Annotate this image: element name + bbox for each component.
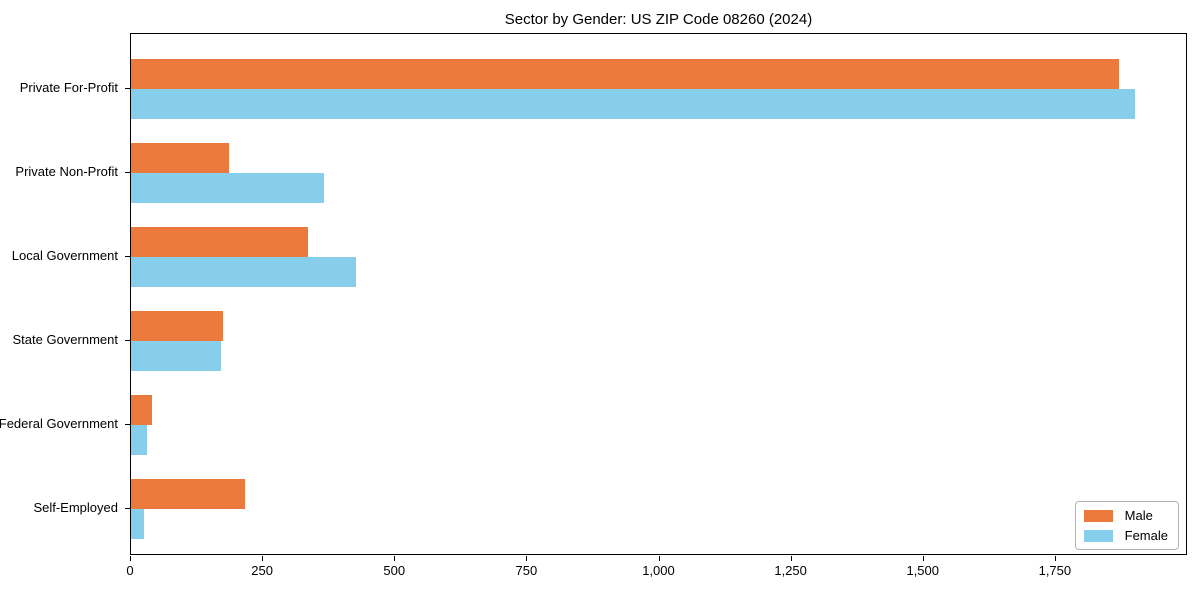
x-tick-mark [1054, 556, 1056, 561]
x-tick-mark [922, 556, 924, 561]
bar-male-local-government [131, 227, 309, 257]
bar-male-self-employed [131, 479, 245, 509]
y-category-label: Self-Employed [33, 500, 118, 515]
x-tick-mark [262, 556, 264, 561]
legend-swatch-female [1083, 529, 1113, 542]
x-tick-label: 0 [126, 563, 134, 578]
x-tick-label: 1,250 [774, 563, 807, 578]
y-category-label: Private For-Profit [19, 80, 118, 95]
x-tick-mark [394, 556, 396, 561]
legend-label: Male [1124, 508, 1153, 523]
x-tick-label: 750 [515, 563, 538, 578]
x-tick-label: 250 [251, 563, 273, 578]
bar-male-federal-government [131, 395, 153, 425]
y-axis: Private For-Profit Private Non-Profit Loca… [0, 33, 130, 555]
x-axis: 0 250 500 750 1,000 1,250 1,500 1,750 [126, 556, 1187, 586]
bar-male-private-non-profit [131, 143, 229, 173]
bar-female-private-for-profit [131, 89, 1136, 119]
plot-area: Male Female [130, 33, 1187, 555]
x-tick-label: 1,000 [642, 563, 675, 578]
y-tick-mark [125, 340, 130, 341]
bar-female-self-employed [131, 509, 145, 539]
y-tick-mark [125, 508, 130, 509]
legend: Male Female [1074, 501, 1179, 550]
y-category-label: Local Government [11, 248, 118, 263]
y-category-label: Federal Government [0, 416, 118, 431]
x-tick-label: 500 [383, 563, 406, 578]
bar-female-private-non-profit [131, 173, 324, 203]
y-category-label: State Government [12, 332, 119, 347]
x-tick-mark [526, 556, 528, 561]
x-tick-label: 1,750 [1038, 563, 1072, 578]
x-tick-mark [658, 556, 660, 561]
legend-item-male: Male [1083, 508, 1168, 523]
y-tick-mark [125, 88, 130, 89]
bar-female-state-government [131, 341, 221, 371]
bar-female-local-government [131, 257, 356, 287]
x-tick-mark [790, 556, 792, 561]
legend-swatch-male [1083, 509, 1113, 522]
x-tick-label: 1,500 [906, 563, 940, 578]
legend-label: Female [1124, 528, 1168, 543]
y-tick-mark [125, 172, 130, 173]
chart-title: Sector by Gender: US ZIP Code 08260 (202… [504, 11, 813, 28]
bar-male-state-government [131, 311, 224, 341]
x-tick-mark [130, 556, 131, 561]
bar-male-private-for-profit [131, 59, 1120, 89]
legend-item-female: Female [1083, 528, 1168, 543]
y-tick-mark [125, 424, 130, 425]
bar-female-federal-government [131, 425, 147, 455]
y-tick-mark [125, 256, 130, 257]
y-category-label: Private Non-Profit [15, 164, 118, 179]
